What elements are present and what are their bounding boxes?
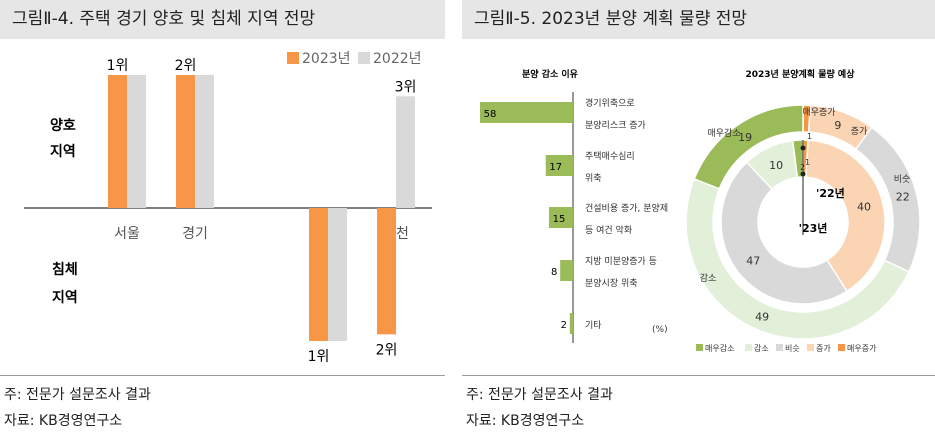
reason-label: 주택매수심리 xyxy=(585,151,635,162)
right-footnote: 주: 전문가 설문조사 결과 xyxy=(466,387,613,403)
reason-label: 분양리스크 증가 xyxy=(585,120,646,131)
reason-bar xyxy=(560,260,573,281)
bar xyxy=(195,75,214,208)
donut-segment xyxy=(805,139,886,293)
reason-label: 등 여건 악화 xyxy=(585,224,632,236)
right-footer-divider xyxy=(462,375,935,376)
donut-legend-label: 감소 xyxy=(754,343,769,353)
year-label-outer: '22년 xyxy=(816,186,845,200)
rank-label: 3위 xyxy=(395,79,417,95)
donut-legend-swatch xyxy=(745,344,752,351)
rank-label: 1위 xyxy=(107,58,129,74)
right-source: 자료: KB경영연구소 xyxy=(466,413,585,429)
legend-label-2022: 2022년 xyxy=(373,51,422,67)
reason-label: 위축 xyxy=(585,173,602,184)
bar xyxy=(108,75,127,208)
reasons-unit: (%) xyxy=(652,325,668,335)
left-footer-divider xyxy=(0,375,445,376)
legend-swatch-2023 xyxy=(287,52,299,64)
donut-category-label: 매우증가 xyxy=(802,107,835,118)
bad-region-label: 침체 xyxy=(52,262,78,278)
reason-bar xyxy=(480,102,573,123)
donut-legend-swatch xyxy=(776,344,783,351)
right-panel-title: 그림Ⅱ-5. 2023년 분양 계획 물량 전망 xyxy=(462,0,935,39)
donut-category-label: 매우감소 xyxy=(707,127,740,139)
reason-bar xyxy=(569,313,573,334)
small-value-label: 1 xyxy=(805,158,810,167)
donut-segment xyxy=(720,161,848,305)
bad-region-label: 지역 xyxy=(52,289,78,306)
legend-swatch-2022 xyxy=(358,52,370,64)
category-label: 서울 xyxy=(114,226,140,242)
bar xyxy=(396,96,415,208)
legend-label-2023: 2023년 xyxy=(302,51,351,67)
inner-ring-value: 40 xyxy=(857,200,871,213)
bar xyxy=(309,208,328,341)
left-panel-title: 그림Ⅱ-4. 주택 경기 양호 및 침체 지역 전망 xyxy=(0,0,445,39)
regional-outlook-chart: 2023년2022년양호지역침체지역서울경기대구인천1위2위1위2위3위 xyxy=(24,51,432,365)
outer-ring-value: 9 xyxy=(834,119,841,132)
reason-value: 58 xyxy=(484,109,497,120)
donut-legend-swatch xyxy=(807,344,814,351)
donut-category-label: 비슷 xyxy=(894,174,911,185)
year-marker-dot xyxy=(800,171,806,177)
inner-ring-value: 10 xyxy=(769,159,783,172)
outer-ring-value: 19 xyxy=(738,131,752,144)
rank-label: 1위 xyxy=(308,349,330,365)
year-label-inner: '23년 xyxy=(799,221,828,235)
year-marker-dot xyxy=(800,145,806,151)
bar xyxy=(377,208,396,335)
small-value-label: 1 xyxy=(807,132,812,141)
reason-bar xyxy=(548,207,573,228)
rank-label: 2위 xyxy=(376,342,398,358)
donut-title: 2023년 분양계획 물량 예상 xyxy=(746,68,856,80)
donut-legend-label: 증가 xyxy=(816,344,831,353)
bar xyxy=(328,208,347,341)
donut-category-label: 증가 xyxy=(851,126,868,137)
left-footnote: 주: 전문가 설문조사 결과 xyxy=(4,387,151,403)
good-region-label: 양호 xyxy=(50,118,76,134)
reason-value: 8 xyxy=(551,267,557,278)
bar xyxy=(127,75,146,208)
reason-value: 17 xyxy=(549,162,562,173)
outer-ring-value: 22 xyxy=(896,190,910,203)
reason-label: 지방 미분양증가 등 xyxy=(585,256,657,267)
reason-value: 2 xyxy=(561,320,567,331)
reasons-chart-title: 분양 감소 이유 xyxy=(522,68,578,80)
reason-label: 기타 xyxy=(585,320,602,331)
donut-legend-label: 매우증가 xyxy=(847,344,877,353)
reason-bar xyxy=(545,155,573,176)
inner-ring-value: 47 xyxy=(746,255,760,268)
donut-category-label: 감소 xyxy=(700,272,717,284)
outer-ring-value: 49 xyxy=(755,311,769,324)
good-region-label: 지역 xyxy=(50,143,76,160)
rank-label: 2위 xyxy=(175,58,197,74)
reason-value: 15 xyxy=(553,214,566,225)
donut-legend-swatch xyxy=(838,344,845,351)
donut-legend-label: 매우감소 xyxy=(705,343,734,353)
reason-label: 건설비용 증가, 분양제 xyxy=(585,203,668,214)
reason-label: 분양시장 위축 xyxy=(585,278,638,289)
donut-segment xyxy=(693,104,804,190)
left-source: 자료: KB경영연구소 xyxy=(4,413,123,429)
bar xyxy=(176,75,195,208)
reason-label: 경기위축으로 xyxy=(585,97,635,109)
donut-legend-swatch xyxy=(696,344,703,351)
donut-legend-label: 비슷 xyxy=(785,344,800,353)
category-label: 경기 xyxy=(182,226,208,242)
